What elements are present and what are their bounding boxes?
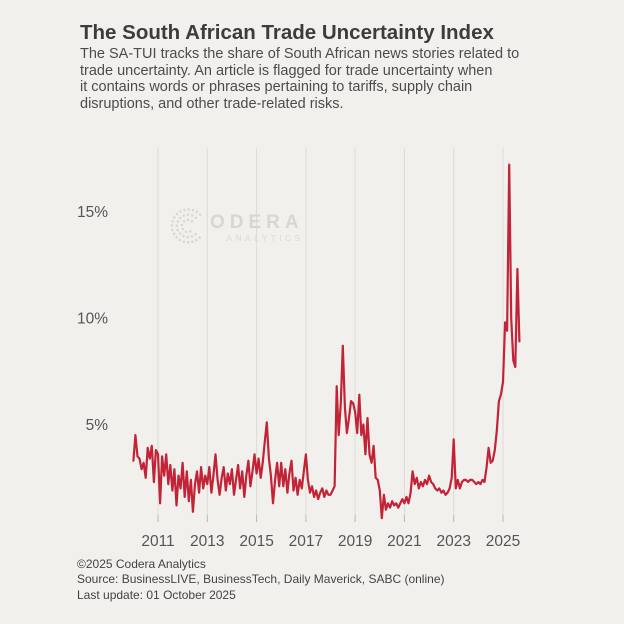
subtitle-line: disruptions, and other trade-related ris… <box>80 95 344 112</box>
page-title: The South African Trade Uncertainty Inde… <box>80 21 494 44</box>
svg-text:10%: 10% <box>77 311 108 328</box>
subtitle-line: The SA-TUI tracks the share of South Afr… <box>80 46 520 62</box>
watermark: ODERA ANALYTICS <box>168 204 304 246</box>
watermark-sub-label: ANALYTICS <box>226 233 304 243</box>
svg-text:2017: 2017 <box>289 533 323 550</box>
svg-text:2021: 2021 <box>387 533 421 550</box>
subtitle-line: it contains words or phrases pertaining … <box>80 79 473 95</box>
chart-footer: ©2025 Codera Analytics Source: BusinessL… <box>77 557 444 603</box>
svg-text:2025: 2025 <box>486 533 520 550</box>
svg-text:2015: 2015 <box>239 533 273 550</box>
source-text: Source: BusinessLIVE, BusinessTech, Dail… <box>77 572 445 587</box>
codera-logo-icon <box>170 208 202 244</box>
svg-text:2013: 2013 <box>190 533 224 550</box>
svg-text:2011: 2011 <box>141 533 174 550</box>
svg-text:5%: 5% <box>86 417 109 434</box>
last-update-text: Last update: 01 October 2025 <box>77 587 236 602</box>
svg-text:2019: 2019 <box>338 533 372 550</box>
copyright-text: ©2025 Codera Analytics <box>77 557 206 571</box>
watermark-brand: ODERA <box>210 212 304 233</box>
chart-subtitle: The SA-TUI tracks the share of South Afr… <box>80 46 519 112</box>
svg-text:15%: 15% <box>77 204 108 221</box>
subtitle-line: trade uncertainty. An article is flagged… <box>80 62 493 79</box>
svg-text:2023: 2023 <box>436 533 470 550</box>
